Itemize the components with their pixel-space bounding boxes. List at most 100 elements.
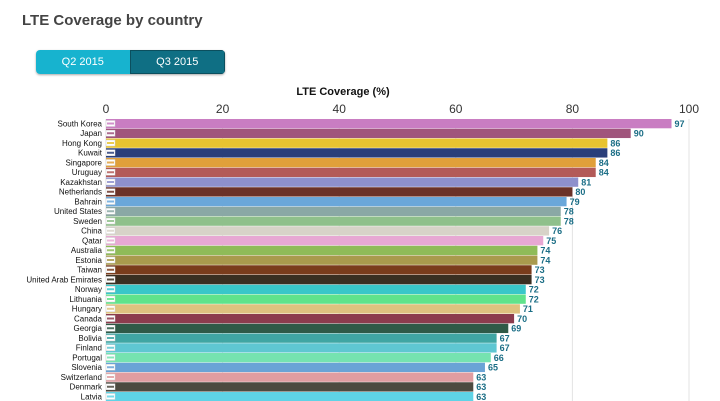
bar[interactable]: [106, 245, 538, 256]
value-label: 81: [581, 177, 591, 187]
bar[interactable]: [106, 265, 532, 275]
bar[interactable]: [106, 333, 497, 343]
bar[interactable]: [106, 128, 631, 139]
bar[interactable]: [106, 119, 672, 129]
bar[interactable]: [106, 314, 515, 324]
value-label: 74: [540, 246, 550, 256]
x-tick-label: 100: [679, 102, 699, 116]
category-label: Australia: [71, 246, 103, 255]
bar[interactable]: [106, 392, 474, 401]
bar[interactable]: [106, 177, 579, 187]
category-label: Norway: [75, 285, 102, 294]
tab-q2-2015[interactable]: Q2 2015: [36, 50, 130, 74]
flag-icon: [105, 247, 116, 254]
flag-icon: [105, 149, 116, 156]
bar[interactable]: [106, 167, 596, 178]
value-label: 90: [634, 129, 644, 139]
bar[interactable]: [106, 138, 608, 148]
flag-icon: [105, 208, 116, 215]
x-tick-label: 80: [566, 102, 580, 116]
value-label: 67: [500, 333, 510, 343]
category-label: Lithuania: [70, 295, 103, 304]
category-label: Latvia: [81, 392, 103, 401]
value-label: 72: [529, 285, 539, 295]
flag-icon: [105, 344, 116, 351]
bar[interactable]: [106, 304, 520, 314]
category-label: Kazakhstan: [60, 178, 102, 187]
flag-icon: [105, 188, 116, 195]
flag-icon: [105, 198, 116, 205]
value-label: 86: [610, 148, 620, 158]
value-label: 79: [570, 197, 580, 207]
x-tick-label: 0: [103, 102, 110, 116]
flag-icon: [105, 295, 116, 303]
category-label: Japan: [80, 129, 102, 138]
bar[interactable]: [106, 343, 497, 353]
bar[interactable]: [106, 382, 474, 392]
category-label: Sweden: [73, 217, 102, 226]
value-label: 78: [564, 216, 574, 226]
value-label: 67: [500, 343, 510, 353]
bar[interactable]: [106, 158, 596, 168]
flag-icon: [105, 256, 116, 264]
value-label: 65: [488, 363, 498, 373]
bar[interactable]: [106, 323, 509, 334]
category-label: Qatar: [82, 236, 102, 245]
category-label: Portugal: [72, 353, 102, 362]
flag-icon: [105, 393, 116, 400]
value-label: 80: [575, 187, 585, 197]
category-label: Denmark: [70, 383, 103, 392]
bar[interactable]: [106, 294, 526, 304]
category-label: Uruguay: [72, 168, 102, 177]
value-label: 97: [675, 119, 685, 129]
bar[interactable]: [106, 216, 561, 226]
bar[interactable]: [106, 148, 608, 158]
flag-icon: [105, 139, 116, 147]
category-label: China: [81, 227, 102, 236]
flag-icon: [105, 227, 116, 234]
bar[interactable]: [106, 362, 485, 373]
value-label: 76: [552, 226, 562, 236]
bar[interactable]: [106, 284, 526, 295]
x-tick-label: 60: [449, 102, 463, 116]
flag-icon: [105, 266, 116, 273]
category-label: Finland: [76, 344, 102, 353]
flag-icons: [105, 120, 116, 400]
flag-icon: [105, 159, 116, 166]
value-label: 66: [494, 353, 504, 363]
bar[interactable]: [106, 187, 573, 197]
value-label: 75: [546, 236, 556, 246]
flag-icon: [105, 120, 116, 127]
value-label: 73: [535, 265, 545, 275]
bar[interactable]: [106, 275, 532, 285]
value-labels: 9790868684848180797878767574747373727271…: [476, 119, 684, 401]
bar[interactable]: [106, 255, 538, 265]
flag-icon: [105, 217, 116, 225]
flag-icon: [105, 305, 116, 312]
category-label: Georgia: [74, 324, 103, 333]
flag-icon: [105, 373, 116, 381]
category-label: South Korea: [58, 119, 103, 128]
category-label: Netherlands: [59, 188, 102, 197]
bar[interactable]: [106, 197, 567, 207]
value-label: 74: [540, 255, 550, 265]
flag-icon: [105, 286, 116, 293]
value-label: 73: [535, 275, 545, 285]
category-label: Taiwan: [77, 266, 102, 275]
category-label: United States: [54, 207, 102, 216]
flag-icon: [105, 130, 116, 137]
value-label: 84: [599, 168, 609, 178]
bar[interactable]: [106, 353, 491, 363]
bar[interactable]: [106, 236, 544, 246]
category-label: Kuwait: [78, 149, 103, 158]
bar[interactable]: [106, 372, 474, 382]
flag-icon: [105, 383, 116, 390]
flag-icon: [105, 169, 116, 176]
tab-q3-2015[interactable]: Q3 2015: [129, 50, 225, 74]
flag-icon: [105, 364, 116, 371]
bar[interactable]: [106, 206, 561, 217]
value-label: 71: [523, 304, 533, 314]
bar[interactable]: [106, 226, 550, 236]
value-label: 84: [599, 158, 609, 168]
flag-icon: [105, 315, 116, 322]
